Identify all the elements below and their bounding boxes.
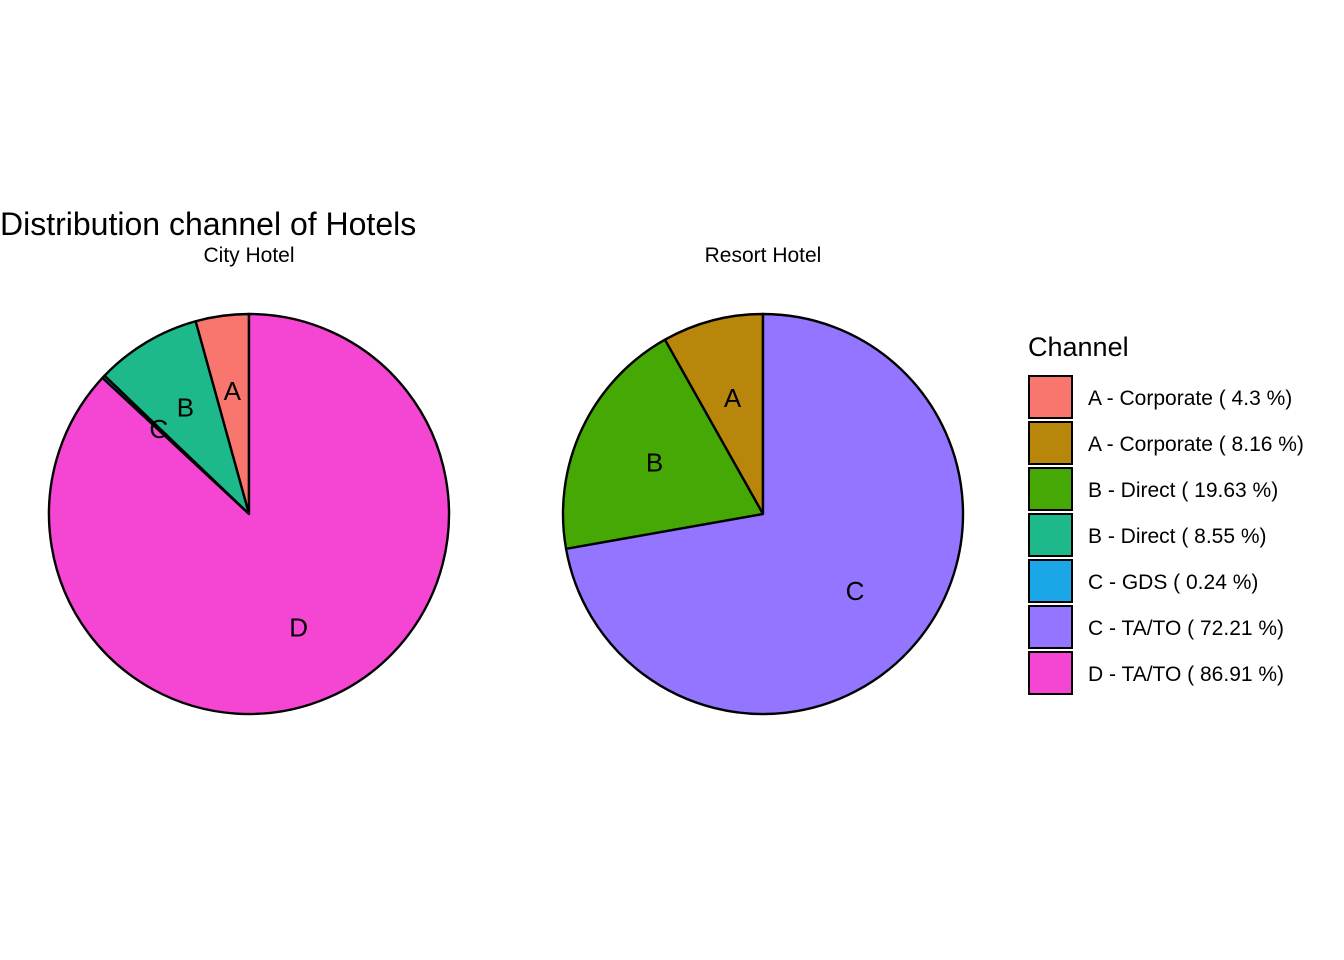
legend-label: C - TA/TO ( 72.21 %) — [1088, 617, 1284, 640]
legend-swatch — [1028, 513, 1073, 557]
slice-label-a: A — [724, 383, 742, 413]
legend-label: A - Corporate ( 4.3 %) — [1088, 387, 1292, 410]
legend-swatch — [1028, 605, 1073, 649]
legend-swatch — [1028, 467, 1073, 511]
legend-label: A - Corporate ( 8.16 %) — [1088, 433, 1304, 456]
panel-resort-hotel: A B C Resort Hotel — [561, 244, 965, 716]
panel-title: Resort Hotel — [705, 244, 822, 267]
panel-title: City Hotel — [203, 244, 294, 267]
pie-slice-a — [663, 312, 765, 516]
legend-label: B - Direct ( 8.55 %) — [1088, 525, 1267, 548]
legend-swatch — [1028, 559, 1073, 603]
pie-slice-c — [564, 312, 965, 716]
legend-label: C - GDS ( 0.24 %) — [1088, 571, 1258, 594]
legend-swatch — [1028, 421, 1073, 465]
slice-label-c: C — [149, 414, 168, 444]
pie-slice-b — [561, 338, 765, 551]
slice-label-b: B — [177, 393, 194, 423]
slice-label-a: A — [224, 376, 242, 406]
legend-swatch — [1028, 651, 1073, 695]
panel-city-hotel: ABC D City Hotel — [47, 244, 451, 716]
legend-title: Channel — [1028, 332, 1129, 362]
chart-title: Distribution channel of Hotels — [0, 206, 416, 242]
legend-label: D - TA/TO ( 86.91 %) — [1088, 663, 1284, 686]
legend-label: B - Direct ( 19.63 %) — [1088, 479, 1278, 502]
slice-label-d: D — [289, 613, 308, 643]
slice-label-c: C — [846, 576, 865, 606]
legend: Channel A - Corporate ( 4.3 %) A - Corpor… — [1028, 332, 1304, 695]
pie-slice-d — [47, 312, 451, 716]
slice-label-b: B — [646, 448, 663, 478]
legend-swatch — [1028, 375, 1073, 419]
pie-slice-b — [103, 320, 251, 516]
